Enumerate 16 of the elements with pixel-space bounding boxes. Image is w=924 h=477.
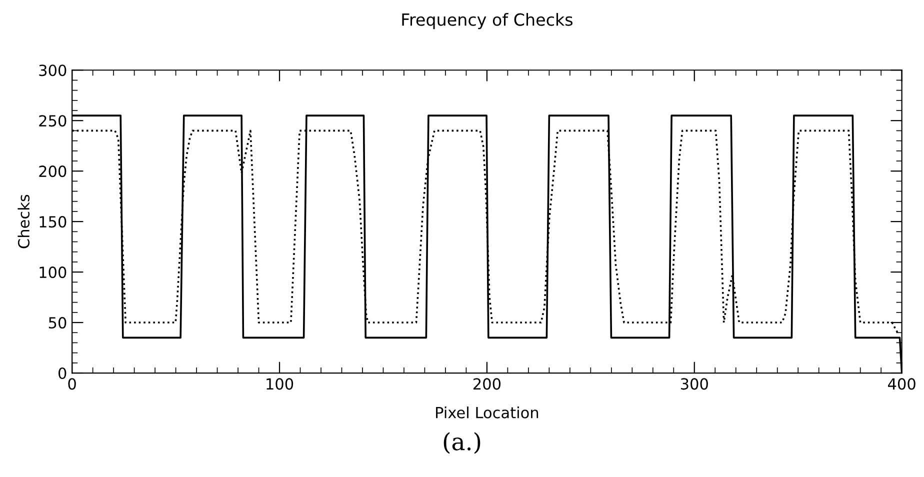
y-tick-label: 150 xyxy=(40,216,66,228)
text: (a.) xyxy=(444,432,480,454)
y-tick-label: 200 xyxy=(39,166,66,178)
chart-title: Frequency of Checks xyxy=(402,13,572,30)
x-tick-label: 100 xyxy=(266,378,294,390)
x-tick-label: 300 xyxy=(680,378,708,390)
x-tick-label: 400 xyxy=(888,378,916,390)
y-tick-label: 250 xyxy=(39,115,66,127)
y-tick-label: 0 xyxy=(58,367,66,380)
y-tick-label: 100 xyxy=(40,266,66,278)
x-axis-title: Pixel Location xyxy=(436,406,538,418)
y-axis-title: Checks xyxy=(18,194,30,248)
y-tick-label: 300 xyxy=(39,64,66,76)
y-tick-label: 50 xyxy=(48,316,66,329)
x-tick-label: 0 xyxy=(68,378,76,390)
x-tick-label: 200 xyxy=(473,378,501,390)
